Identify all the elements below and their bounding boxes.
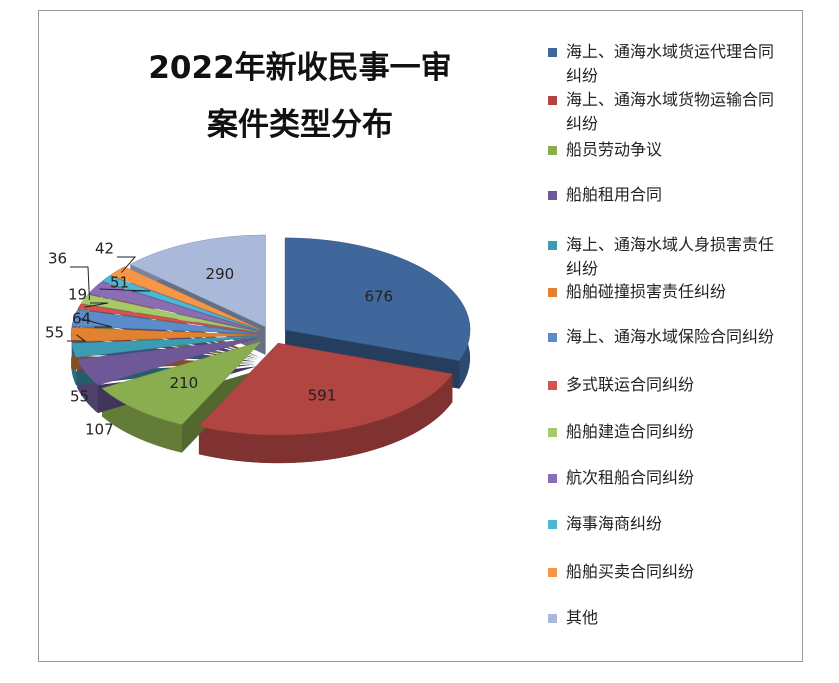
leader-line [67, 334, 87, 342]
legend-swatch [548, 96, 557, 105]
legend-swatch [548, 288, 557, 297]
legend-swatch [548, 568, 557, 577]
legend-item: 船舶租用合同 [548, 183, 788, 207]
data-label: 107 [85, 421, 114, 439]
legend-swatch [548, 474, 557, 483]
legend-item: 海上、通海水域货运代理合同纠纷 [548, 40, 788, 88]
slice [198, 342, 453, 436]
data-label: 290 [206, 265, 235, 283]
slice [109, 266, 260, 330]
leader-line [79, 317, 113, 328]
legend-label: 海上、通海水域人身损害责任纠纷 [566, 235, 775, 278]
data-label: 591 [308, 386, 337, 404]
legend-label: 船舶建造合同纠纷 [566, 422, 695, 441]
legend-swatch [548, 241, 557, 250]
slice [71, 336, 257, 358]
legend-label: 船舶买卖合同纠纷 [566, 562, 695, 581]
slice [80, 294, 258, 333]
legend-swatch [548, 428, 557, 437]
legend-item: 船舶建造合同纠纷 [548, 420, 788, 444]
slice [129, 234, 266, 328]
leader-line [70, 266, 90, 300]
chart-title: 2022年新收民事一审 [148, 50, 451, 86]
slice [101, 275, 259, 331]
data-label: 36 [48, 250, 67, 268]
data-label: 42 [95, 240, 114, 258]
data-label: 55 [70, 388, 89, 406]
leader-line [117, 256, 137, 273]
chart-subtitle: 案件类型分布 [207, 107, 393, 143]
legend-label: 海上、通海水域货运代理合同纠纷 [566, 42, 775, 85]
legend-swatch [548, 191, 557, 200]
data-label: 210 [170, 374, 199, 392]
legend-label: 船员劳动争议 [566, 140, 663, 159]
legend-swatch [548, 146, 557, 155]
legend-item: 船舶买卖合同纠纷 [548, 560, 788, 584]
legend-item: 海上、通海水域货物运输合同纠纷 [548, 88, 788, 136]
legend-swatch [548, 48, 557, 57]
legend-item: 海上、通海水域保险合同纠纷 [548, 325, 788, 349]
legend-label: 海上、通海水域保险合同纠纷 [566, 327, 775, 346]
slice [77, 303, 257, 333]
data-label: 676 [364, 288, 393, 306]
legend-label: 船舶租用合同 [566, 185, 663, 204]
slice [76, 338, 258, 386]
legend-swatch [548, 520, 557, 529]
legend-label: 多式联运合同纠纷 [566, 375, 695, 394]
legend-swatch [548, 614, 557, 623]
legend-item: 航次租船合同纠纷 [548, 466, 788, 490]
data-label: 51 [110, 274, 129, 292]
slice [284, 237, 471, 362]
legend-swatch [548, 381, 557, 390]
legend-swatch [548, 333, 557, 342]
legend-item: 海事海商纠纷 [548, 512, 788, 536]
chart-frame [38, 10, 803, 662]
data-label: 55 [45, 324, 64, 342]
slice [71, 309, 257, 334]
legend-item: 多式联运合同纠纷 [548, 373, 788, 397]
leader-line [99, 288, 151, 292]
legend-item: 海上、通海水域人身损害责任纠纷 [548, 233, 788, 281]
legend-item: 船员劳动争议 [548, 138, 788, 162]
legend-label: 海事海商纠纷 [566, 514, 663, 533]
data-label: 19 [68, 286, 87, 304]
legend-label: 其他 [566, 608, 599, 627]
slice-side [198, 373, 453, 464]
legend-item: 其他 [548, 606, 788, 630]
slice [70, 327, 257, 343]
slice [101, 340, 263, 425]
legend-label: 航次租船合同纠纷 [566, 468, 695, 487]
legend-label: 船舶碰撞损害责任纠纷 [566, 282, 727, 301]
leader-line [84, 302, 109, 308]
legend-label: 海上、通海水域货物运输合同纠纷 [566, 90, 775, 133]
legend-item: 船舶碰撞损害责任纠纷 [548, 280, 788, 304]
